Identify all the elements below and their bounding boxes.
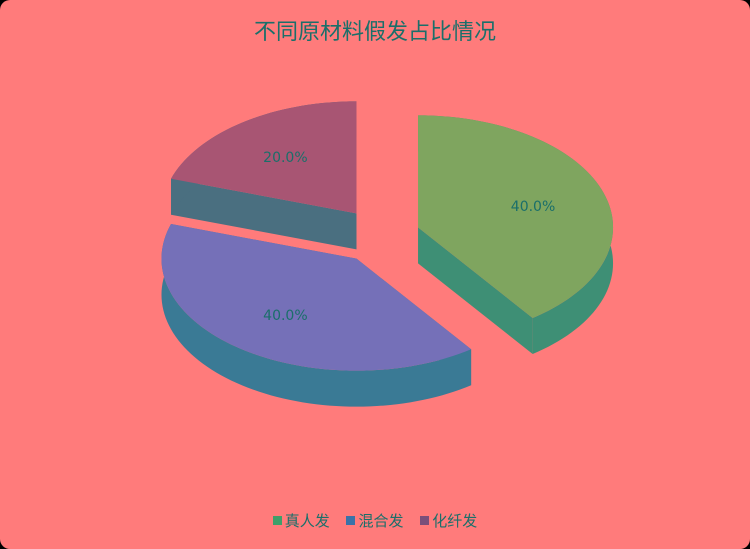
legend: 真人发 混合发 化纤发 [0,510,750,531]
slice-side-wall [418,227,533,354]
pie-slice-2 [171,101,357,214]
data-label: 20.0% [263,150,307,166]
legend-swatch [346,516,356,525]
data-label: 40.0% [511,199,555,215]
legend-item[interactable]: 真人发 [272,510,330,531]
legend-item[interactable]: 混合发 [346,510,404,531]
pie-slice-0 [418,115,614,318]
legend-label: 化纤发 [432,512,478,530]
legend-swatch [420,516,430,525]
legend-item[interactable]: 化纤发 [420,510,477,531]
legend-swatch [272,516,282,525]
chart-title: 不同原材料假发占比情况 [253,20,496,45]
legend-label: 混合发 [358,512,404,530]
pie-slice-1 [161,224,472,371]
data-label: 40.0% [263,308,307,324]
slice-outer-wall [161,224,472,407]
slice-side-wall [171,178,357,250]
legend-label: 真人发 [284,512,330,530]
